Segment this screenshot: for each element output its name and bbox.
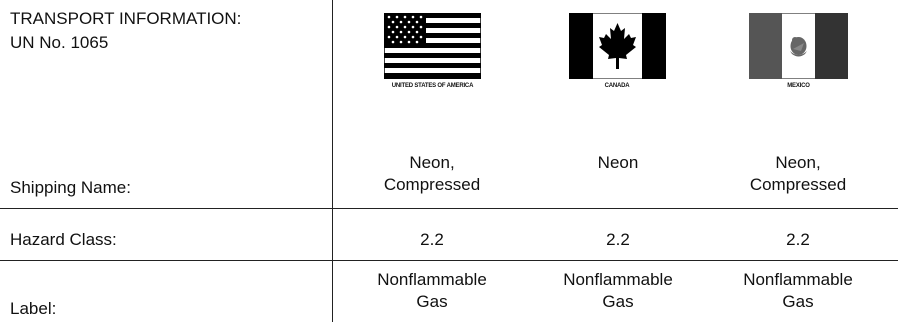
- mexico-flag-icon: [748, 12, 849, 80]
- mexico-shipping-name: Neon, Compressed: [749, 153, 847, 194]
- canada-hazard-class: 2.2: [606, 230, 630, 249]
- table-divider-horizontal: [0, 208, 898, 209]
- shipping-name-label: Shipping Name:: [10, 178, 131, 197]
- mexico-hazard-class: 2.2: [786, 230, 810, 249]
- table-divider-horizontal: [0, 260, 898, 261]
- un-number: UN No. 1065: [10, 33, 109, 52]
- mexico-flag-caption: MEXICO: [787, 83, 810, 89]
- canada-label-value: Nonflammable Gas: [563, 270, 673, 311]
- usa-label-value: Nonflammable Gas: [377, 270, 487, 311]
- usa-hazard-class: 2.2: [420, 230, 444, 249]
- usa-shipping-name: Neon, Compressed: [383, 153, 481, 194]
- usa-flag-icon: [383, 12, 482, 80]
- canada-flag-caption: CANADA: [604, 83, 630, 89]
- label-row-label: Label:: [10, 299, 57, 318]
- hazard-class-label: Hazard Class:: [10, 230, 117, 249]
- mexico-label-value: Nonflammable Gas: [743, 270, 853, 311]
- canada-shipping-name: Neon: [597, 153, 639, 172]
- table-divider-vertical: [332, 0, 333, 322]
- section-title: TRANSPORT INFORMATION:: [10, 9, 242, 28]
- canada-flag-icon: [568, 12, 667, 80]
- usa-flag-caption: UNITED STATES OF AMERICA: [391, 83, 474, 89]
